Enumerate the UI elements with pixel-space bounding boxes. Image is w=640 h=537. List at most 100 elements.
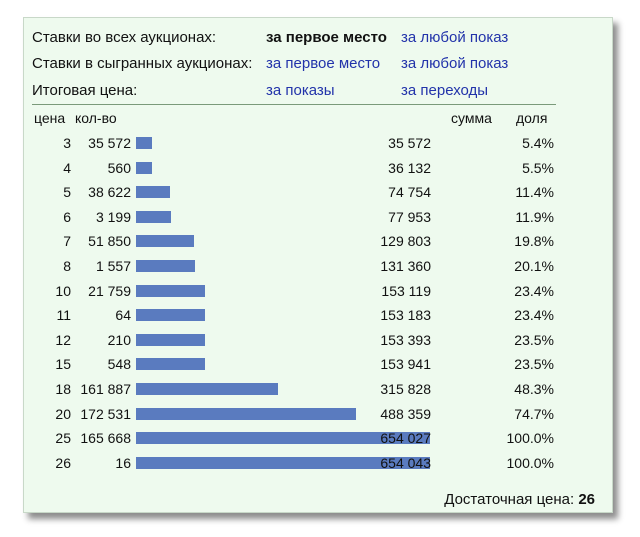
sum-cell: 153 119	[381, 282, 431, 299]
share-bar	[136, 358, 205, 371]
sum-cell: 315 828	[380, 381, 431, 397]
share-cell: 100.0%	[506, 430, 554, 447]
table-row: 11 64 153 183 23.4%	[24, 303, 614, 327]
price-cell: 8	[63, 258, 71, 274]
sufficient-price-value: 26	[578, 491, 595, 508]
count-cell: 3 199	[95, 208, 131, 225]
count-cell: 210	[107, 331, 131, 348]
count-cell: 560	[107, 159, 131, 176]
option-row-label: Ставки во всех аукционах:	[32, 29, 217, 46]
price-cell: 5	[63, 184, 71, 201]
table-row: 4 560 36 132 5.5%	[24, 156, 614, 180]
table-row: 25 165 668 654 027 100.0%	[24, 426, 614, 450]
option-link-2-2[interactable]: за переходы	[401, 82, 489, 99]
count-cell: 35 572	[88, 135, 131, 151]
table-row: 12 210 153 393 23.5%	[24, 328, 614, 352]
col-header-share: доля	[516, 110, 548, 126]
share-bar	[136, 161, 152, 174]
share-bar	[136, 383, 278, 395]
table-row: 6 3 199 77 953 11.9%	[24, 205, 614, 229]
option-link-0-2[interactable]: за любой показ	[401, 29, 509, 46]
option-link-2-1[interactable]: за показы	[266, 82, 335, 99]
table-row: 10 21 759 153 119 23.4%	[24, 279, 614, 303]
share-bar	[136, 456, 430, 469]
divider	[32, 104, 556, 105]
sum-cell: 654 027	[380, 430, 431, 447]
share-bar	[136, 407, 356, 420]
share-cell: 11.9%	[515, 208, 554, 225]
count-cell: 548	[107, 356, 131, 373]
table-row: 7 51 850 129 803 19.8%	[24, 229, 614, 253]
price-cell: 4	[63, 159, 71, 176]
sufficient-price-label: Достаточная цена:	[444, 491, 575, 508]
option-row-label: Итоговая цена:	[32, 82, 138, 99]
share-bar	[136, 137, 152, 149]
table-row: 5 38 622 74 754 11.4%	[24, 180, 614, 204]
count-cell: 161 887	[80, 381, 131, 397]
share-bar	[136, 210, 171, 223]
table-row: 20 172 531 488 359 74.7%	[24, 402, 614, 426]
sum-cell: 654 043	[380, 454, 431, 471]
share-cell: 23.4%	[514, 282, 554, 299]
sum-cell: 488 359	[380, 405, 431, 422]
sum-cell: 153 393	[380, 331, 431, 348]
table-row: 15 548 153 941 23.5%	[24, 352, 614, 376]
share-bar	[136, 284, 205, 297]
count-cell: 172 531	[80, 405, 131, 422]
sufficient-price: Достаточная цена: 26	[444, 491, 595, 508]
sum-cell: 36 132	[388, 159, 431, 176]
price-cell: 3	[63, 135, 71, 151]
price-cell: 26	[55, 454, 71, 471]
table-row: 8 1 557 131 360 20.1%	[24, 254, 614, 278]
col-header-price: цена	[34, 110, 66, 126]
option-row-label: Ставки в сыгранных аукционах:	[32, 55, 253, 72]
sum-cell: 74 754	[388, 184, 431, 201]
share-bar	[136, 309, 205, 322]
auction-stats-panel: Ставки во всех аукционах: за первое место…	[23, 17, 613, 513]
sum-cell: 77 953	[388, 208, 431, 225]
count-cell: 64	[115, 307, 131, 324]
col-header-count: кол-во	[75, 110, 117, 126]
share-cell: 100.0%	[506, 454, 554, 471]
count-cell: 38 622	[88, 184, 131, 201]
sum-cell: 153 183	[380, 307, 431, 324]
table-row: 3 35 572 35 572 5.4%	[24, 131, 614, 155]
table-row: 18 161 887 315 828 48.3%	[24, 377, 614, 401]
count-cell: 165 668	[80, 430, 131, 447]
count-cell: 1 557	[95, 258, 131, 274]
share-cell: 23.5%	[514, 356, 554, 373]
share-cell: 5.4%	[522, 135, 554, 151]
table-row: 26 16 654 043 100.0%	[24, 451, 614, 475]
selected-option-0-1: за первое место	[266, 29, 387, 46]
option-link-1-1[interactable]: за первое место	[266, 55, 381, 72]
price-cell: 6	[63, 208, 71, 225]
price-cell: 12	[55, 331, 71, 348]
count-cell: 51 850	[88, 233, 131, 250]
share-cell: 74.7%	[514, 405, 554, 422]
share-cell: 11.4%	[515, 184, 554, 201]
share-cell: 23.4%	[514, 307, 554, 324]
share-bar	[136, 432, 430, 445]
sum-cell: 35 572	[388, 135, 431, 151]
share-cell: 5.5%	[522, 159, 554, 176]
price-cell: 7	[63, 233, 71, 250]
share-cell: 19.8%	[514, 233, 554, 250]
price-cell: 15	[55, 356, 71, 373]
share-bar	[136, 186, 170, 199]
count-cell: 16	[115, 454, 131, 471]
price-cell: 10	[55, 282, 71, 299]
share-cell: 23.5%	[514, 331, 554, 348]
count-cell: 21 759	[88, 282, 131, 299]
col-header-sum: сумма	[451, 110, 492, 126]
share-bar	[136, 260, 195, 272]
share-cell: 48.3%	[514, 381, 554, 397]
share-cell: 20.1%	[514, 258, 554, 274]
sum-cell: 131 360	[380, 258, 431, 274]
price-cell: 20	[55, 405, 71, 422]
price-cell: 11	[56, 307, 71, 324]
option-link-1-2[interactable]: за любой показ	[401, 55, 509, 72]
share-bar	[136, 235, 194, 248]
price-cell: 25	[55, 430, 71, 447]
sum-cell: 129 803	[380, 233, 431, 250]
sum-cell: 153 941	[380, 356, 431, 373]
